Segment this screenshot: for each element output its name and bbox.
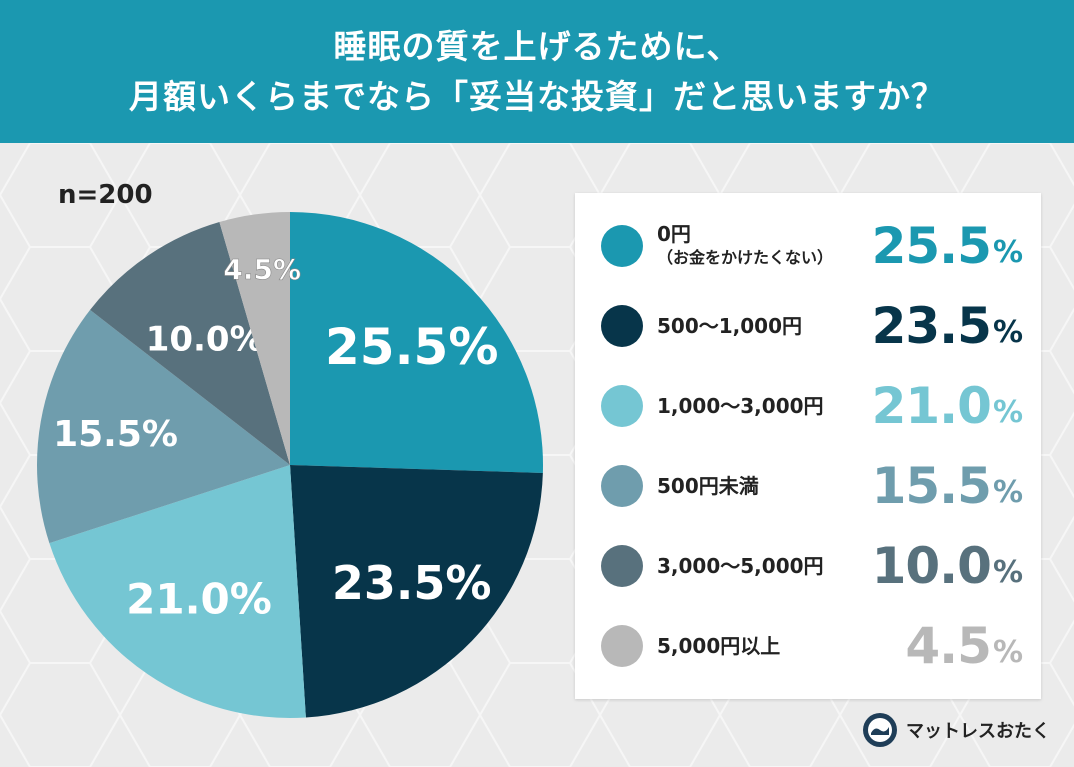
legend-value: 4.5 <box>905 617 992 675</box>
pie-slice <box>49 465 306 718</box>
legend-swatch <box>601 625 643 667</box>
legend-label: 1,000〜3,000円 <box>657 394 824 418</box>
pie-slice <box>90 222 290 465</box>
legend-item: 0円 （お金をかけたくない） 25.5 % <box>575 206 1041 286</box>
pie-data-label: 15.5% <box>53 414 178 455</box>
pie-slice <box>290 212 544 473</box>
legend-sublabel: （お金をかけたくない） <box>657 248 834 267</box>
pie-slice <box>290 465 543 718</box>
title-line-2: 月額いくらまでなら「妥当な投資」だと思いますか？ <box>129 76 945 116</box>
legend-value: 21.0 <box>871 377 992 435</box>
pie-data-label: 25.5% <box>325 318 498 376</box>
pie-slice <box>36 309 290 544</box>
pie-data-label: 10.0% <box>146 319 264 359</box>
legend-percent-sign: % <box>992 394 1023 430</box>
legend-label: 0円 <box>657 222 691 246</box>
pie-data-label: 23.5% <box>332 556 492 610</box>
chart-title: 睡眠の質を上げるために、 月額いくらまでなら「妥当な投資」だと思いますか？ <box>0 0 1074 143</box>
brand-logo: マットレスおたく <box>862 712 1050 748</box>
title-line-1: 睡眠の質を上げるために、 <box>333 26 741 66</box>
legend-label: 3,000〜5,000円 <box>657 554 824 578</box>
brand-name: マットレスおたく <box>906 721 1050 742</box>
legend-percent-sign: % <box>992 314 1023 350</box>
brand-badge-icon <box>863 713 897 747</box>
legend-swatch <box>601 385 643 427</box>
legend-swatch <box>601 465 643 507</box>
legend-label: 500円未満 <box>657 474 759 498</box>
legend-value: 25.5 <box>871 217 992 275</box>
legend-swatch <box>601 305 643 347</box>
legend-label: 5,000円以上 <box>657 634 781 658</box>
legend-value: 10.0 <box>871 537 992 595</box>
legend-swatch <box>601 545 643 587</box>
legend-percent-sign: % <box>992 234 1023 270</box>
legend-item: 500〜1,000円 23.5 % <box>575 286 1041 366</box>
legend-item: 5,000円以上 4.5 % <box>575 606 1041 686</box>
legend-item: 500円未満 15.5 % <box>575 446 1041 526</box>
legend-value: 15.5 <box>871 457 992 515</box>
legend: 0円 （お金をかけたくない） 25.5 % 500〜1,000円 23.5 % … <box>575 193 1041 699</box>
legend-percent-sign: % <box>992 634 1023 670</box>
legend-item: 3,000〜5,000円 10.0 % <box>575 526 1041 606</box>
legend-item: 1,000〜3,000円 21.0 % <box>575 366 1041 446</box>
pie-data-label: 4.5% <box>223 253 301 286</box>
legend-percent-sign: % <box>992 474 1023 510</box>
legend-swatch <box>601 225 643 267</box>
pie-chart: 25.5% 23.5% 21.0% 15.5% 10.0% 4.5% <box>36 212 544 718</box>
pie-slice <box>219 212 290 465</box>
sample-size: n=200 <box>58 180 153 210</box>
legend-value: 23.5 <box>871 297 992 355</box>
legend-percent-sign: % <box>992 554 1023 590</box>
legend-label: 500〜1,000円 <box>657 314 803 338</box>
pie-data-label: 21.0% <box>126 574 272 623</box>
